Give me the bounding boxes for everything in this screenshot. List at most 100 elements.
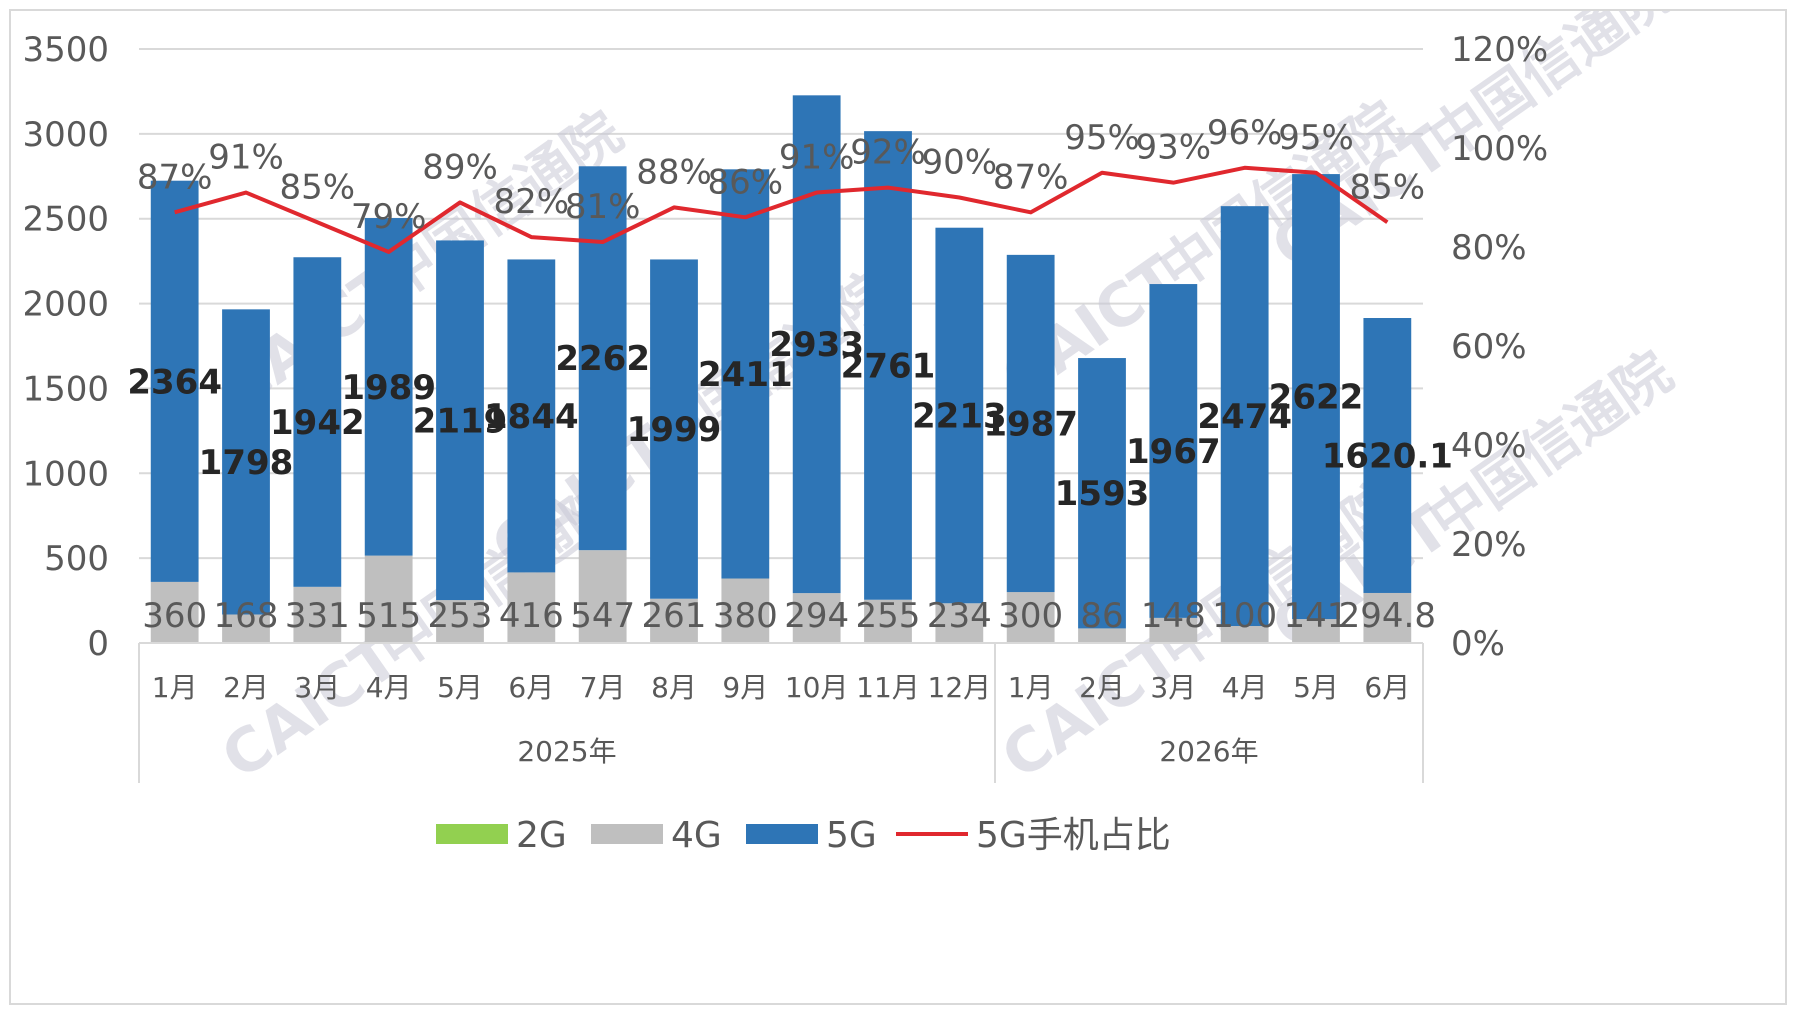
- label-share-11: 90%: [922, 143, 998, 183]
- x-tick-label: 12月: [928, 671, 992, 704]
- x-tick-label: 4月: [1222, 671, 1268, 704]
- label-5g-12: 1987: [983, 404, 1078, 444]
- x-group-label: 2025年: [517, 735, 616, 768]
- chart-svg: CAICT中国信通院CAICT中国信通院CAICT中国信通院CAICT中国信通院…: [22, 11, 1684, 856]
- label-share-9: 91%: [779, 138, 855, 178]
- label-share-8: 86%: [708, 162, 784, 202]
- bar-5g-15: [1220, 206, 1269, 627]
- label-share-7: 88%: [636, 152, 712, 192]
- bar-5g-2: [293, 257, 342, 587]
- bar-5g-1: [222, 309, 270, 615]
- gridlines: [139, 48, 1423, 560]
- x-tick-label: 8月: [651, 671, 697, 704]
- bar-4g-13: [1078, 628, 1126, 643]
- label-5g-15: 2474: [1197, 397, 1292, 437]
- bar-4g-5: [507, 572, 556, 643]
- label-share-13: 95%: [1064, 118, 1140, 158]
- label-4g-9: 294: [784, 596, 849, 636]
- label-4g-2: 331: [285, 596, 350, 636]
- line-5g-share: [174, 165, 1389, 254]
- chart-frame: CAICT中国信通院CAICT中国信通院CAICT中国信通院CAICT中国信通院…: [9, 9, 1787, 1005]
- x-tick-label: 1月: [152, 671, 198, 704]
- y-left-tick-label: 1500: [22, 369, 109, 409]
- x-tick-label: 3月: [1150, 671, 1196, 704]
- label-5g-6: 2262: [555, 339, 650, 379]
- label-5g-17: 1620.1: [1322, 436, 1453, 476]
- label-4g-8: 380: [713, 596, 778, 636]
- label-share-5: 82%: [494, 182, 570, 222]
- y-left-tick-label: 500: [44, 539, 109, 579]
- y-right-tick-label: 40%: [1451, 426, 1527, 466]
- label-4g-10: 255: [856, 596, 921, 636]
- label-4g-12: 300: [998, 596, 1063, 636]
- label-5g-8: 2411: [698, 355, 793, 395]
- bars: [150, 95, 1412, 643]
- bar-4g-9: [792, 593, 841, 643]
- legend-item-5G手机占比: 5G手机占比: [896, 815, 1171, 856]
- label-share-17: 85%: [1350, 167, 1426, 207]
- bar-5g-16: [1292, 174, 1340, 620]
- y-right-tick-label: 20%: [1451, 525, 1527, 565]
- bar-4g-3: [364, 555, 413, 643]
- label-4g-3: 515: [356, 596, 421, 636]
- bar-4g-14: [1149, 617, 1198, 643]
- x-tick-label: 11月: [856, 671, 920, 704]
- bar-4g-16: [1292, 619, 1340, 643]
- label-5g-5: 1844: [484, 397, 579, 437]
- y-left-tick-label: 0: [87, 624, 109, 664]
- x-tick-label: 2月: [1079, 671, 1125, 704]
- label-share-4: 89%: [422, 147, 498, 187]
- legend: 2G 4G 5G 5G手机占比: [436, 815, 1171, 856]
- label-4g-5: 416: [499, 596, 564, 636]
- bar-5g-9: [792, 95, 841, 594]
- x-tick-label: 9月: [722, 671, 768, 704]
- bar-5g-17: [1363, 318, 1412, 593]
- legend-swatch: [746, 824, 818, 844]
- x-tick-label: 7月: [580, 671, 626, 704]
- bar-4g-0: [150, 581, 199, 643]
- legend-swatch: [591, 824, 663, 844]
- x-tick-label: 5月: [437, 671, 483, 704]
- legend-label: 5G: [826, 815, 877, 856]
- label-5g-10: 2761: [841, 346, 936, 386]
- label-4g-7: 261: [642, 596, 707, 636]
- bar-4g-4: [436, 600, 484, 643]
- bar-4g-8: [721, 578, 770, 643]
- bar-5g-8: [721, 169, 770, 579]
- label-4g-16: 141: [1284, 596, 1349, 636]
- label-5g-13: 1593: [1055, 474, 1150, 514]
- label-share-1: 91%: [208, 138, 284, 178]
- data-labels: 360 2364 87% 168 1798 91% 331 1942 85% 515 1989 79%…: [127, 113, 1453, 636]
- label-5g-1: 1798: [199, 443, 294, 483]
- label-share-16: 95%: [1278, 118, 1354, 158]
- bar-5g-4: [436, 240, 484, 601]
- label-share-12: 87%: [993, 157, 1069, 197]
- legend-label: 4G: [671, 815, 722, 856]
- label-4g-14: 148: [1141, 596, 1206, 636]
- label-5g-11: 2213: [912, 396, 1007, 436]
- bar-5g-11: [935, 227, 984, 604]
- x-group-label: 2026年: [1159, 735, 1258, 768]
- x-tick-label: 6月: [508, 671, 554, 704]
- bar-4g-1: [222, 614, 270, 643]
- label-5g-14: 1967: [1126, 432, 1221, 472]
- label-5g-4: 2119: [413, 401, 508, 441]
- y-left-tick-label: 3000: [22, 115, 109, 155]
- y-right-tick-label: 80%: [1451, 228, 1527, 268]
- bar-5g-6: [578, 166, 627, 551]
- label-share-0: 87%: [137, 157, 213, 197]
- legend-label: 2G: [516, 815, 567, 856]
- x-tick-label: 1月: [1008, 671, 1054, 704]
- axes: 0 500 1000 1500 2000 2500 3000 3500 0% 20% 40% 60% 8…: [22, 30, 1548, 783]
- bar-5g-5: [507, 259, 556, 573]
- bar-4g-6: [578, 550, 627, 643]
- label-share-10: 92%: [850, 133, 926, 173]
- y-left-tick-label: 1000: [22, 454, 109, 494]
- label-5g-2: 1942: [270, 403, 365, 443]
- y-right-tick-label: 60%: [1451, 327, 1527, 367]
- y-left-tick-label: 2500: [22, 200, 109, 240]
- label-5g-16: 2622: [1269, 378, 1364, 418]
- label-4g-0: 360: [142, 596, 207, 636]
- y-right-tick-label: 120%: [1451, 30, 1548, 70]
- bar-4g-11: [935, 603, 984, 643]
